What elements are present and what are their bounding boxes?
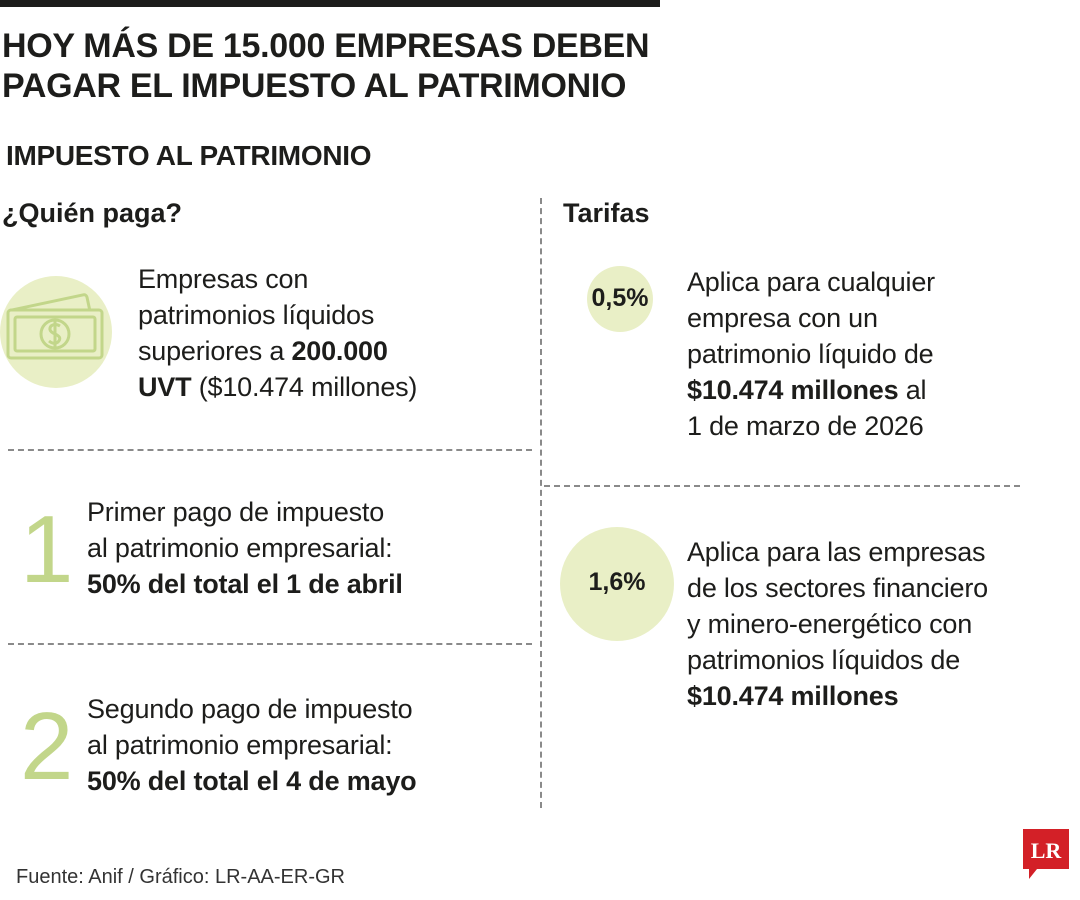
who-line-1: Empresas con (138, 264, 309, 294)
headline-line-2: PAGAR EL IMPUESTO AL PATRIMONIO (2, 67, 627, 105)
rate-1-badge (587, 266, 653, 332)
rate-2-line-2: de los sectores financiero (687, 573, 988, 603)
rate-1-line-2: empresa con un (687, 303, 878, 333)
rate-1-line-1: Aplica para cualquier (687, 267, 935, 297)
rate-2-line-3: y minero-energético con (687, 609, 973, 639)
lr-logo: LR (1023, 829, 1069, 879)
payment-2-date: 50% del total el 4 de mayo (87, 766, 417, 796)
headline: HOY MÁS DE 15.000 EMPRESAS DEBEN PAGAR E… (2, 26, 682, 106)
divider-left-2 (8, 643, 532, 645)
headline-line-1: HOY MÁS DE 15.000 EMPRESAS DEBEN (2, 27, 650, 65)
who-line-3-text: superiores a (138, 336, 292, 366)
payment-2-line-3: 50% del total el 4 de mayo (87, 763, 537, 799)
divider-left-1 (8, 449, 532, 451)
top-rule (0, 0, 660, 7)
rate-1-line-4: $10.474 millones al (687, 372, 1067, 408)
payment-1-line-1: Primer pago de impuesto (87, 497, 385, 527)
rate-1-line-3: patrimonio líquido de (687, 339, 934, 369)
rate-2-line-4: patrimonios líquidos de (687, 645, 961, 675)
money-icon-badge (0, 276, 112, 388)
rate-2-line-1: Aplica para las empresas (687, 537, 986, 567)
payment-1-text: Primer pago de impuesto al patrimonio em… (87, 494, 537, 602)
who-amount: ($10.474 millones) (191, 372, 418, 402)
rate-1-value: 0,5% (591, 284, 649, 312)
lr-logo-mark: LR (1023, 829, 1069, 879)
who-line-3: superiores a 200.000 (138, 333, 538, 369)
payment-2-number: 2 (20, 693, 74, 800)
rate-2-amount: $10.474 millones (687, 681, 899, 711)
source-credit: Fuente: Anif / Gráfico: LR-AA-ER-GR (16, 866, 345, 888)
section-title: IMPUESTO AL PATRIMONIO (6, 140, 372, 171)
rate-2-badge (560, 527, 674, 641)
rate-2-line-5: $10.474 millones (687, 678, 1072, 714)
payment-2-line-2: al patrimonio empresarial: (87, 730, 393, 760)
payment-1-line-2: al patrimonio empresarial: (87, 533, 393, 563)
rate-1-amount: $10.474 millones (687, 375, 899, 405)
who-pays-description: Empresas con patrimonios líquidos superi… (138, 261, 538, 405)
lr-logo-text: LR (1031, 838, 1063, 863)
rate-2-value: 1,6% (588, 568, 646, 596)
rate-1-line-4-rest: al (898, 375, 927, 405)
rate-1-description: Aplica para cualquier empresa con un pat… (687, 264, 1067, 444)
who-threshold: 200.000 (291, 336, 388, 366)
payment-1-date: 50% del total el 1 de abril (87, 569, 403, 599)
who-line-2: patrimonios líquidos (138, 300, 375, 330)
payment-1-line-3: 50% del total el 1 de abril (87, 566, 537, 602)
money-bill-icon (6, 293, 104, 360)
divider-right-1 (544, 485, 1020, 487)
payment-2-line-1: Segundo pago de impuesto (87, 694, 413, 724)
who-pays-title: ¿Quién paga? (2, 198, 183, 228)
rate-1-line-5: 1 de marzo de 2026 (687, 411, 924, 441)
payment-1-number: 1 (20, 496, 74, 603)
rates-title: Tarifas (563, 198, 650, 228)
column-divider (540, 198, 542, 808)
payment-2-text: Segundo pago de impuesto al patrimonio e… (87, 691, 537, 799)
who-unit: UVT (138, 372, 192, 402)
who-line-4: UVT ($10.474 millones) (138, 369, 538, 405)
rate-2-description: Aplica para las empresas de los sectores… (687, 534, 1072, 714)
